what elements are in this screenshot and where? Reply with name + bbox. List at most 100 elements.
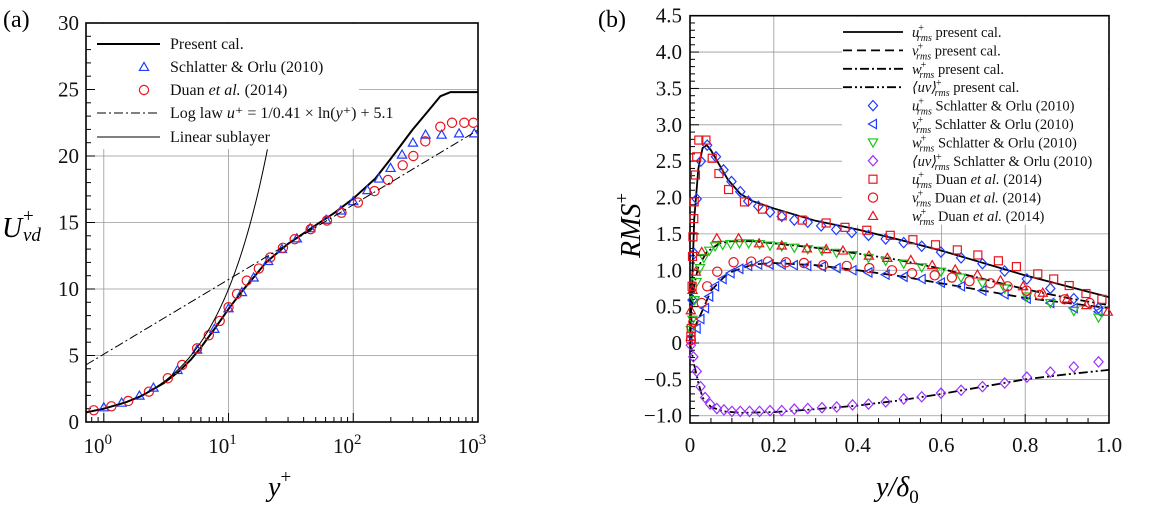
legend-label: v+ rms present cal.	[912, 41, 1001, 62]
y-tick-label: 0	[69, 410, 80, 434]
data-point	[685, 334, 697, 346]
legend-label: w+ rms Schlatter & Orlu (2010)	[912, 133, 1077, 154]
data-point	[763, 258, 774, 271]
data-point	[935, 276, 946, 289]
y-tick-label: 25	[58, 78, 79, 102]
tick-exponent: 3	[479, 432, 487, 448]
tick-exponent: 2	[354, 432, 362, 448]
data-point	[711, 402, 723, 415]
data-point	[862, 253, 875, 264]
axis-label-main: y	[265, 472, 281, 503]
data-point	[1034, 289, 1045, 301]
data-point	[1093, 355, 1104, 368]
data-point	[818, 259, 829, 271]
data-point	[1037, 287, 1049, 297]
y-tick-label: 3.0	[656, 113, 682, 137]
data-point	[692, 152, 702, 162]
axis-label-sup: +	[23, 206, 34, 227]
x-tick-label: 0.8	[1012, 433, 1038, 457]
data-point	[930, 240, 941, 250]
data-point	[407, 136, 419, 147]
legend-item: u+ rms Duan et al. (2014)	[868, 170, 1042, 191]
data-point	[976, 284, 987, 297]
legend-marker	[867, 99, 879, 112]
data-point	[798, 257, 810, 269]
data-point	[699, 391, 711, 404]
data-point	[695, 155, 707, 168]
data-point	[305, 223, 316, 235]
x-tick-label: 1.0	[1096, 433, 1122, 457]
legend-label: Present cal.	[170, 36, 244, 53]
data-point	[396, 148, 408, 159]
legend-label: Duan et al. (2014)	[170, 82, 287, 99]
data-point	[734, 405, 746, 418]
y-axis-label: U+ vd	[2, 206, 41, 246]
data-point	[723, 184, 734, 195]
legend-marker	[867, 154, 879, 167]
data-point	[262, 255, 274, 266]
legend-label: ⟨uv⟩+ rms present cal.	[912, 78, 1019, 99]
legend: Present cal. Schlatter & Orlu (2010) Duan …	[97, 36, 394, 146]
data-point	[994, 274, 1007, 285]
data-point	[788, 259, 798, 271]
data-point	[1021, 285, 1032, 296]
data-point	[976, 279, 989, 290]
data-point	[718, 163, 729, 176]
data-point	[208, 323, 221, 333]
data-point	[382, 174, 394, 186]
data-point	[788, 403, 800, 416]
y-tick-label: 0.5	[656, 295, 682, 319]
data-point	[419, 128, 432, 139]
linear-sublayer-line	[86, 149, 268, 413]
plot-frame	[85, 22, 479, 423]
data-point	[973, 250, 983, 260]
x-tick-label: 101	[208, 432, 237, 458]
data-point	[435, 121, 446, 132]
data-point	[1068, 306, 1080, 317]
legend-text: present cal.	[953, 80, 1019, 96]
y-tick-label: 5	[69, 344, 80, 368]
y-tick-label: 1.5	[656, 222, 682, 246]
data-point	[999, 284, 1011, 295]
data-point	[863, 249, 875, 260]
data-point	[880, 232, 892, 245]
legend-text-part: (2014)	[999, 191, 1041, 207]
data-point	[864, 262, 875, 274]
legend-text: Schlatter & Orlu (2010)	[953, 154, 1092, 170]
data-point	[885, 230, 895, 240]
data-point	[801, 242, 813, 253]
data-point	[897, 271, 908, 283]
data-point	[816, 246, 828, 257]
data-point	[321, 215, 333, 226]
data-point	[453, 127, 465, 138]
present-cal-line	[86, 91, 478, 414]
data-point	[788, 214, 800, 227]
data-point	[1044, 298, 1056, 309]
data-point	[712, 266, 723, 277]
data-point	[191, 343, 203, 354]
legend-marker	[138, 84, 150, 96]
legend-marker	[138, 61, 150, 72]
legend-sub: rms	[916, 199, 931, 210]
y-tick-label: 4.5	[656, 4, 682, 28]
data-point	[435, 128, 448, 139]
legend-marker	[867, 138, 879, 149]
legend-var: ⟨uv⟩	[912, 154, 937, 170]
legend-text: Schlatter & Orlu (2010)	[936, 99, 1075, 115]
data-point	[802, 402, 814, 415]
data-point	[863, 229, 874, 242]
data-point	[916, 390, 928, 403]
data-point	[743, 239, 755, 250]
data-point	[1044, 366, 1056, 379]
series-line-3	[689, 342, 1110, 414]
data-point	[1059, 294, 1070, 305]
data-point	[689, 214, 699, 224]
data-point	[977, 380, 988, 393]
data-point	[732, 232, 745, 243]
data-point	[847, 398, 858, 411]
data-point	[757, 204, 768, 214]
legend-item: Linear sublayer	[97, 129, 271, 146]
legend-sub: rms	[919, 143, 934, 154]
data-point	[277, 242, 289, 253]
